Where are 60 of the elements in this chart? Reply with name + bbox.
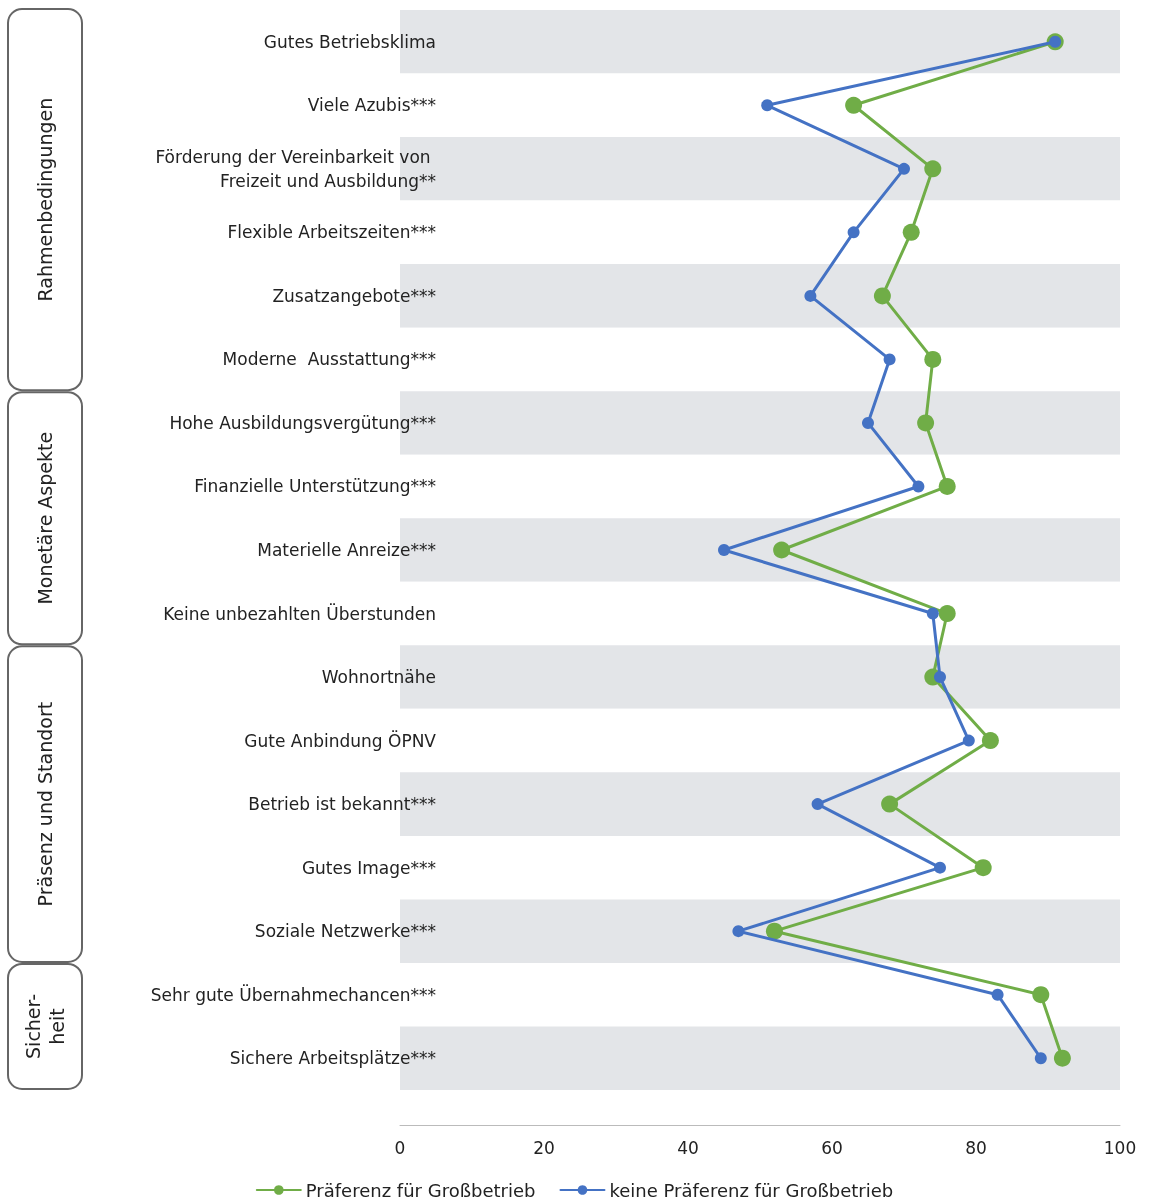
- y-tick-label: Zusatzangebote***: [272, 285, 436, 306]
- x-tick-label: 40: [677, 1137, 699, 1158]
- text: Präsenz und Standort: [34, 701, 56, 907]
- point: [934, 861, 946, 874]
- y-tick-label: Betrieb ist bekannt***: [248, 794, 436, 815]
- y-tick-label: Hohe Ausbildungsvergütung***: [169, 412, 436, 433]
- point: [1032, 986, 1050, 1004]
- legend-label: Präferenz für Großbetrieb: [305, 1179, 536, 1201]
- point: [1053, 1049, 1071, 1067]
- point: [765, 922, 783, 940]
- point: [924, 160, 942, 178]
- y-tick-label: Keine unbezahlten Überstunden: [163, 602, 436, 624]
- y-tick-label: Gutes Betriebsklima: [263, 31, 436, 52]
- x-tick-label: 0: [394, 1137, 406, 1158]
- point: [1034, 1052, 1047, 1065]
- y-tick-label: Gute Anbindung ÖPNV: [244, 729, 437, 751]
- point: [804, 289, 817, 302]
- point: [761, 99, 774, 112]
- text: Sicher- heit: [22, 993, 68, 1059]
- point: [991, 988, 1004, 1001]
- y-tick-label: Sichere Arbeitsplätze***: [229, 1048, 436, 1069]
- point: [974, 859, 992, 877]
- point: [881, 795, 899, 813]
- y-tick-label: Soziale Netzwerke***: [254, 921, 436, 942]
- x-tick-label: 60: [821, 1137, 843, 1158]
- point: [924, 350, 942, 368]
- legend-label: keine Präferenz für Großbetrieb: [609, 1179, 894, 1201]
- x-tick-label: 100: [1103, 1137, 1137, 1158]
- point: [934, 671, 946, 684]
- y-tick-label: Wohnortnähe: [321, 667, 436, 688]
- point: [962, 734, 975, 747]
- y-tick-label: Flexible Arbeitszeiten***: [227, 222, 436, 243]
- point: [873, 287, 891, 305]
- y-tick-label: Sehr gute Übernahmechancen***: [150, 983, 436, 1005]
- point: [773, 541, 791, 559]
- point: [912, 480, 925, 493]
- point: [917, 414, 935, 432]
- y-tick-label: Viele Azubis***: [307, 95, 436, 116]
- point: [718, 544, 730, 556]
- point: [862, 416, 874, 429]
- point: [926, 607, 939, 620]
- y-tick-label: Materielle Anreize***: [257, 540, 436, 560]
- point: [845, 96, 863, 114]
- x-tick-label: 80: [965, 1137, 987, 1158]
- point: [938, 477, 956, 495]
- x-tick-label: 20: [533, 1137, 555, 1158]
- point: [883, 353, 896, 366]
- y-tick-label: Finanzielle Unterstützung***: [194, 476, 436, 497]
- text: Monetäre Aspekte: [34, 431, 56, 605]
- point: [981, 732, 999, 750]
- point: [811, 798, 824, 811]
- point: [847, 226, 860, 239]
- point: [732, 925, 745, 938]
- point: [902, 223, 920, 241]
- y-tick-label: Moderne Ausstattung***: [222, 349, 436, 370]
- y-tick-label: Gutes Image***: [301, 857, 436, 878]
- point: [938, 605, 956, 623]
- y-tick-label: Förderung der Vereinbarkeit von Freizeit und Ausbildung**: [155, 146, 436, 191]
- point: [898, 162, 910, 175]
- text: Rahmenbedingungen: [34, 97, 56, 302]
